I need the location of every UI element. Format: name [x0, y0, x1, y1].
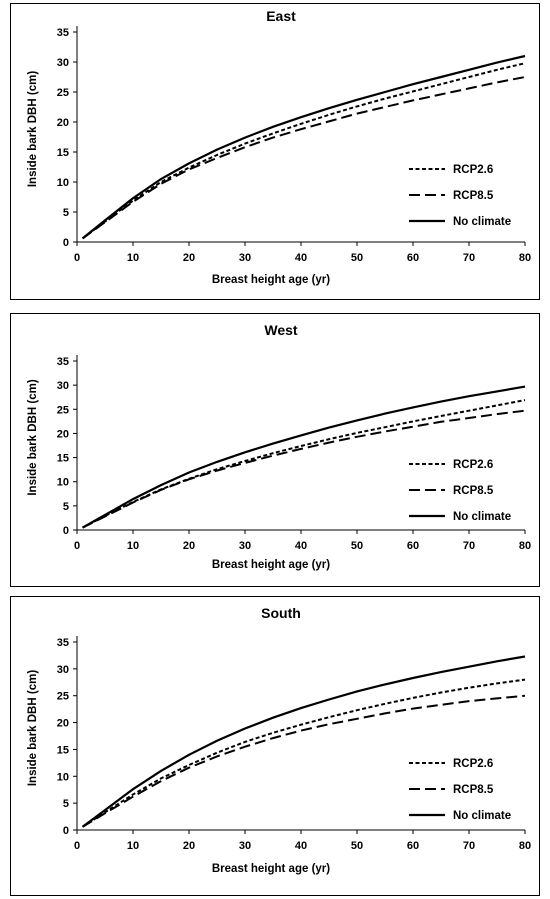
x-tick-label: 40 — [295, 252, 307, 264]
x-tick-label: 20 — [183, 252, 195, 264]
y-tick-label: 5 — [63, 207, 69, 219]
x-tick-label: 40 — [295, 540, 307, 552]
x-axis-label: Breast height age (yr) — [212, 559, 330, 571]
series-line-rcp8-5 — [82, 409, 526, 529]
chart-panel-west: West 0 5 10 15 20 25 30 35 0 10 20 30 40 50 60 70 80 Breas… — [10, 313, 540, 587]
y-tick-label: 35 — [57, 27, 69, 39]
x-tick-label: 0 — [74, 540, 80, 552]
y-tick-label: 20 — [57, 718, 69, 730]
x-tick-label: 60 — [407, 540, 419, 552]
legend-label: No climate — [453, 511, 511, 523]
legend-label: RCP8.5 — [453, 485, 494, 497]
x-tick-label: 10 — [127, 252, 139, 264]
y-tick-label: 25 — [57, 404, 69, 416]
y-tick-label: 30 — [57, 380, 69, 392]
legend-label: RCP2.6 — [453, 758, 493, 770]
chart-panel-east: East 0 5 10 15 20 25 30 35 0 10 20 30 40 50 60 70 80 Breas… — [10, 3, 540, 300]
x-tick-label: 0 — [74, 840, 80, 852]
y-tick-label: 25 — [57, 691, 69, 703]
y-axis-label: Inside bark DBH (cm) — [27, 379, 39, 495]
x-tick-label: 50 — [351, 540, 363, 552]
x-tick-label: 30 — [239, 840, 251, 852]
y-tick-label: 20 — [57, 117, 69, 129]
chart-title: East — [266, 8, 296, 24]
series-line-rcp2-6 — [82, 678, 526, 828]
chart-title: West — [264, 322, 298, 338]
chart-east: East 0 5 10 15 20 25 30 35 0 10 20 30 40 50 60 70 80 Breas… — [27, 8, 531, 286]
x-tick-label: 20 — [183, 840, 195, 852]
chart-west: West 0 5 10 15 20 25 30 35 0 10 20 30 40 50 60 70 80 Breas… — [27, 322, 531, 571]
y-axis-label: Inside bark DBH (cm) — [27, 670, 39, 786]
chart-south: South 0 5 10 15 20 25 30 35 0 10 20 30 40 50 60 70 80 Brea… — [27, 605, 531, 875]
legend-label: No climate — [453, 216, 511, 228]
series-line-rcp2-6 — [81, 62, 526, 240]
legend-label: RCP8.5 — [453, 784, 494, 796]
x-tick-label: 20 — [183, 540, 195, 552]
series-line-rcp2-6 — [82, 399, 526, 529]
y-axis-label: Inside bark DBH (cm) — [27, 71, 39, 187]
y-tick-label: 35 — [57, 356, 69, 368]
y-tick-label: 0 — [63, 825, 69, 837]
x-tick-label: 10 — [127, 540, 139, 552]
y-tick-label: 5 — [63, 798, 69, 810]
x-tick-label: 50 — [351, 840, 363, 852]
legend-label: RCP2.6 — [453, 459, 493, 471]
y-tick-label: 20 — [57, 428, 69, 440]
y-tick-label: 30 — [57, 664, 69, 676]
legend-label: No climate — [453, 810, 511, 822]
x-tick-label: 50 — [351, 252, 363, 264]
x-tick-label: 80 — [519, 540, 531, 552]
x-axis-label: Breast height age (yr) — [212, 274, 330, 286]
legend-label: RCP8.5 — [453, 190, 494, 202]
y-tick-label: 0 — [63, 525, 69, 537]
series-line-rcp8-5 — [82, 694, 526, 828]
y-tick-label: 30 — [57, 57, 69, 69]
y-tick-label: 15 — [57, 147, 69, 159]
legend-label: RCP2.6 — [453, 164, 493, 176]
x-tick-label: 10 — [127, 840, 139, 852]
y-tick-label: 15 — [57, 744, 69, 756]
x-tick-label: 0 — [74, 252, 80, 264]
x-tick-label: 30 — [239, 540, 251, 552]
x-axis-label: Breast height age (yr) — [212, 863, 330, 875]
x-tick-label: 70 — [463, 540, 475, 552]
x-tick-label: 40 — [295, 840, 307, 852]
chart-panel-south: South 0 5 10 15 20 25 30 35 0 10 20 30 40 50 60 70 80 Brea… — [10, 596, 540, 896]
x-tick-label: 60 — [407, 252, 419, 264]
series-line-no-climate — [81, 655, 526, 828]
y-tick-label: 0 — [63, 237, 69, 249]
x-tick-label: 70 — [463, 252, 475, 264]
y-tick-label: 10 — [57, 477, 69, 489]
y-tick-label: 25 — [57, 87, 69, 99]
x-tick-label: 30 — [239, 252, 251, 264]
x-tick-label: 80 — [519, 840, 531, 852]
chart-title: South — [261, 605, 301, 621]
y-tick-label: 35 — [57, 637, 69, 649]
x-tick-label: 60 — [407, 840, 419, 852]
y-tick-label: 10 — [57, 771, 69, 783]
series-line-no-climate — [81, 54, 526, 240]
series-line-rcp8-5 — [82, 76, 526, 240]
series-line-no-climate — [82, 385, 526, 529]
x-tick-label: 70 — [463, 840, 475, 852]
y-tick-label: 15 — [57, 453, 69, 465]
y-tick-label: 5 — [63, 501, 69, 513]
y-tick-label: 10 — [57, 177, 69, 189]
x-tick-label: 80 — [519, 252, 531, 264]
